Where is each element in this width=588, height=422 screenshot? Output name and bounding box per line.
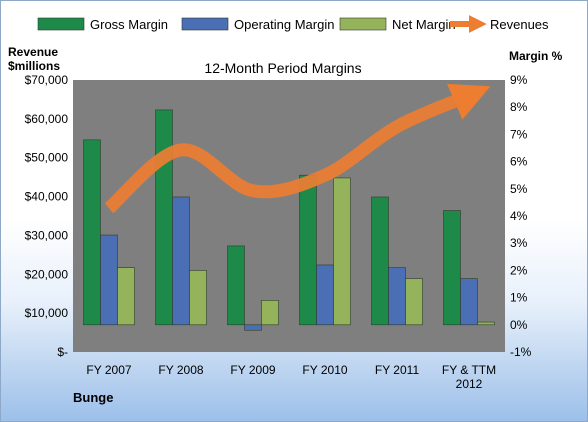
right-tick-label: 1%	[510, 291, 528, 305]
bar-net-margin	[189, 270, 207, 326]
legend-label: Gross Margin	[90, 17, 168, 32]
left-tick-label: $20,000	[25, 267, 69, 281]
x-tick-label: FY 2011	[375, 363, 420, 377]
left-tick-label: $10,000	[25, 306, 69, 320]
bar-net-margin	[261, 300, 279, 326]
left-tick-label: $30,000	[25, 228, 69, 242]
right-tick-label: 6%	[510, 155, 528, 169]
plot-area	[73, 80, 505, 352]
x-tick-label: FY & TTM 2012	[442, 363, 496, 391]
bar-operating-margin	[388, 267, 406, 326]
bar-net-margin	[477, 321, 495, 326]
left-axis-label-line2: $millions	[8, 59, 60, 73]
x-tick-label: FY 2010	[302, 363, 347, 377]
bar-net-margin	[117, 267, 135, 326]
left-axis: $- $10,000 $20,000 $30,000 $40,000 $50,000 $60…	[25, 73, 69, 359]
bar-operating-margin	[244, 324, 262, 331]
right-tick-label: 4%	[510, 209, 528, 223]
right-axis-label: Margin %	[509, 49, 563, 63]
company-label: Bunge	[73, 390, 113, 405]
right-tick-label: 0%	[510, 318, 528, 332]
legend-label: Revenues	[490, 17, 549, 32]
bar-gross-margin	[227, 245, 245, 326]
legend-label: Operating Margin	[234, 17, 334, 32]
right-tick-label: 8%	[510, 100, 528, 114]
right-tick-label: 7%	[510, 127, 528, 141]
legend-label: Net Margin	[392, 17, 456, 32]
bar-gross-margin	[371, 196, 389, 326]
x-axis: FY 2007 FY 2008 FY 2009 FY 2010 FY 2011 FY & …	[86, 363, 496, 391]
right-tick-label: -1%	[510, 345, 532, 359]
bar-operating-margin	[316, 264, 334, 326]
left-axis-label-line1: Revenue	[8, 45, 58, 59]
bar-operating-margin	[460, 278, 478, 326]
legend-swatch	[339, 17, 387, 31]
legend-swatch	[37, 17, 85, 31]
bar-operating-margin	[100, 234, 118, 326]
bar-gross-margin	[443, 210, 461, 326]
chart-title: 12-Month Period Margins	[204, 60, 361, 76]
right-axis: -1% 0% 1% 2% 3% 4% 5% 6% 7% 8% 9%	[510, 73, 532, 359]
bar-gross-margin	[299, 174, 317, 326]
left-tick-label: $70,000	[25, 73, 69, 87]
bar-net-margin	[333, 177, 351, 326]
left-tick-label: $40,000	[25, 190, 69, 204]
x-tick-label: FY 2007	[86, 363, 131, 377]
bar-net-margin	[405, 278, 423, 326]
legend-swatch	[181, 17, 229, 31]
right-tick-label: 3%	[510, 236, 528, 250]
legend: Gross Margin Operating Margin Net Margin Re…	[37, 15, 549, 33]
left-tick-label: $60,000	[25, 112, 69, 126]
bar-gross-margin	[83, 139, 101, 326]
bar-operating-margin	[172, 196, 190, 326]
right-tick-label: 5%	[510, 182, 528, 196]
left-tick-label: $50,000	[25, 151, 69, 165]
bar-series	[83, 109, 495, 331]
right-tick-label: 9%	[510, 73, 528, 87]
x-tick-label: FY 2008	[158, 363, 203, 377]
bar-gross-margin	[155, 109, 173, 326]
x-tick-label: FY 2009	[230, 363, 275, 377]
revenue-line	[104, 83, 491, 214]
revenue-line-path	[104, 83, 491, 214]
right-tick-label: 2%	[510, 263, 528, 277]
left-tick-label: $-	[57, 345, 68, 359]
